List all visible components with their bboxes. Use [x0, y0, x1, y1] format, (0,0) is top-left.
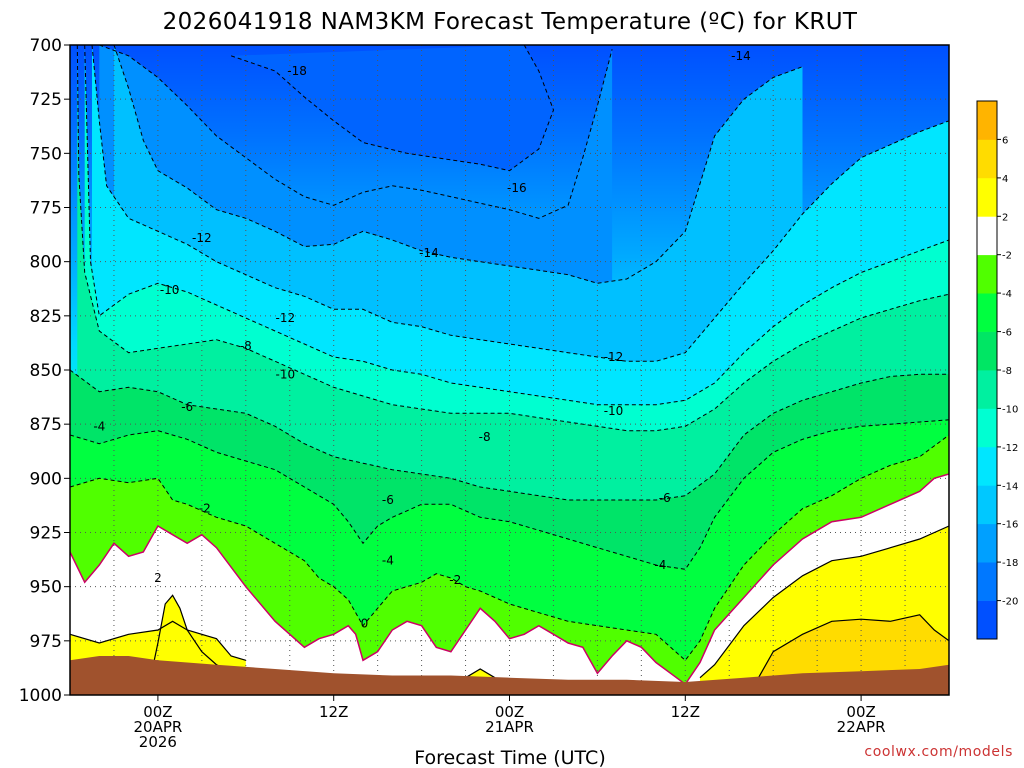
colorbar-tick-label: -10 [1002, 404, 1018, 415]
contour-line [84, 45, 949, 406]
contour-line [70, 473, 949, 686]
contour-label: -12 [192, 231, 212, 245]
y-tick-label: 900 [30, 469, 62, 489]
y-tick-label: 700 [30, 36, 62, 56]
colorbar-tick-label: 6 [1002, 135, 1008, 146]
x-tick-label: 22APR [837, 718, 886, 736]
contour-label: -16 [507, 181, 527, 195]
contour-label: -12 [276, 311, 296, 325]
y-tick-label: 925 [30, 524, 62, 544]
fill-band [70, 474, 949, 695]
contour-label: -2 [449, 573, 461, 587]
contour-line [70, 620, 246, 661]
colorbar-swatch [977, 254, 997, 294]
colorbar-tick-label: 2 [1002, 212, 1008, 223]
fill-band [231, 45, 554, 171]
colorbar-swatch [977, 216, 997, 256]
x-tick-label: 2026 [139, 733, 177, 751]
colorbar-tick-label: -4 [1002, 289, 1012, 300]
contour-line [465, 668, 496, 679]
plot-area [70, 45, 949, 695]
contour-line [70, 434, 949, 662]
contour-line [699, 525, 949, 679]
contour-line [70, 369, 949, 501]
colorbar-swatch [977, 446, 997, 486]
chart-title: 2026041918 NAM3KM Forecast Temperature (… [163, 9, 858, 35]
x-tick-label: 12Z [671, 703, 700, 721]
colorbar-tick-label: -2 [1002, 251, 1012, 262]
contour-label: -14 [731, 49, 751, 63]
colorbar-swatch [977, 408, 997, 448]
colorbar-swatch [977, 139, 997, 179]
credit-text: coolwx.com/models [864, 744, 1013, 760]
contour-label: -6 [659, 491, 671, 505]
terrain-ground [70, 656, 949, 695]
colorbar-swatch [977, 600, 997, 640]
contour-label: -18 [287, 64, 307, 78]
fill-band [465, 669, 495, 678]
contour-label: -4 [93, 419, 105, 433]
contour-label: -10 [160, 283, 180, 297]
contour-label: 0 [361, 617, 369, 631]
contour-line [91, 45, 949, 362]
contour-label: -6 [382, 493, 394, 507]
contour-label: -4 [654, 558, 666, 572]
colorbar-swatch [977, 177, 997, 217]
y-tick-label: 950 [30, 578, 62, 598]
colorbar-swatch [977, 562, 997, 601]
y-tick-label: 775 [30, 199, 62, 219]
contour-label: -10 [276, 367, 296, 381]
y-tick-label: 800 [30, 253, 62, 273]
x-tick-label: 21APR [485, 718, 534, 736]
x-tick-label: 00Z [495, 703, 524, 721]
contour-label: 2 [154, 571, 162, 585]
x-tick-label: 00Z [143, 703, 172, 721]
colorbar-tick-label: 4 [1002, 174, 1008, 185]
x-axis-label: Forecast Time (UTC) [414, 747, 605, 768]
colorbar-tick-label: -20 [1002, 597, 1018, 608]
contour-label: -10 [604, 404, 624, 418]
colorbar-swatch [977, 331, 997, 371]
y-tick-label: 850 [30, 361, 62, 381]
y-tick-label: 825 [30, 307, 62, 327]
y-tick-label: 750 [30, 144, 62, 164]
colorbar-tick-label: -8 [1002, 366, 1012, 377]
x-tick-label: 20APR [133, 718, 182, 736]
contour-line [70, 419, 949, 570]
colorbar-swatch [977, 523, 997, 563]
contour-label: -14 [419, 246, 439, 260]
y-tick-label: 875 [30, 415, 62, 435]
colorbar-tick-label: -14 [1002, 481, 1018, 492]
contour-line [76, 45, 949, 432]
colorbar-tick-label: -12 [1002, 443, 1018, 454]
contour-label: -8 [479, 430, 491, 444]
contour-label: -2 [199, 502, 211, 516]
colorbar-swatch [977, 293, 997, 332]
x-tick-label: 12Z [319, 703, 348, 721]
contour-line [230, 45, 555, 172]
x-tick-label: 00Z [846, 703, 875, 721]
y-tick-label: 1000 [19, 686, 62, 706]
contour-label: -12 [604, 350, 624, 364]
colorbar-tick-label: -16 [1002, 520, 1018, 531]
colorbar-swatch [977, 370, 997, 409]
y-tick-label: 725 [30, 90, 62, 110]
contour-line [99, 45, 613, 219]
colorbar-tick-label: -6 [1002, 328, 1012, 339]
colorbar-swatch [977, 101, 997, 140]
colorbar-tick-label: -18 [1002, 558, 1018, 569]
contour-label: -4 [382, 554, 394, 568]
y-tick-label: 975 [30, 632, 62, 652]
contour-label: -6 [181, 400, 193, 414]
colorbar-swatch [977, 485, 997, 525]
contour-label: -8 [240, 339, 252, 353]
contour-line [757, 614, 949, 678]
